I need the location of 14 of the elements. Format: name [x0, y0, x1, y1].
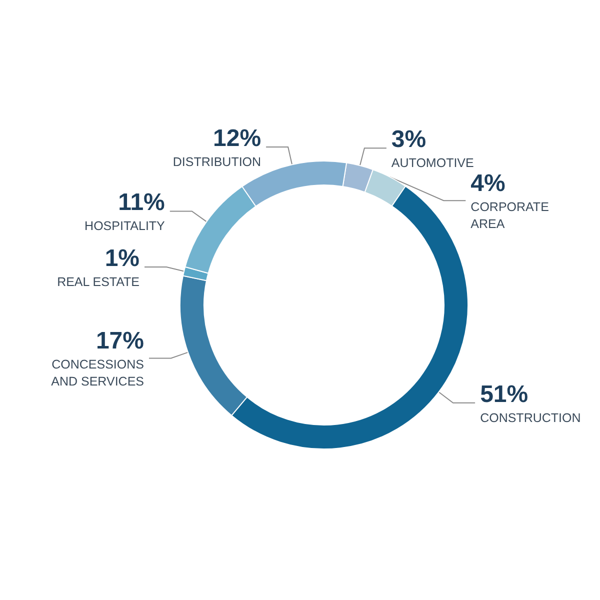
- data-label: 51%: [480, 380, 528, 408]
- slice-label: CORPORATE AREA: [470, 200, 549, 232]
- data-label: 1%: [104, 245, 140, 272]
- slice-label: AUTOMOTIVE: [391, 156, 474, 170]
- data-label: 11%: [118, 189, 165, 216]
- slice-label: DISTRIBUTION: [172, 155, 262, 170]
- slice-label: CONSTRUCTION: [480, 410, 581, 425]
- data-label: 17%: [96, 328, 144, 355]
- data-label: 3%: [391, 126, 426, 154]
- data-label: 4%: [470, 170, 506, 198]
- slice-label: HOSPITALITY: [84, 219, 166, 234]
- slice-label: REAL ESTATE: [57, 275, 140, 290]
- slice-label: CONCESSIONS AND SERVICES: [51, 358, 144, 389]
- data-label: 12%: [213, 125, 262, 152]
